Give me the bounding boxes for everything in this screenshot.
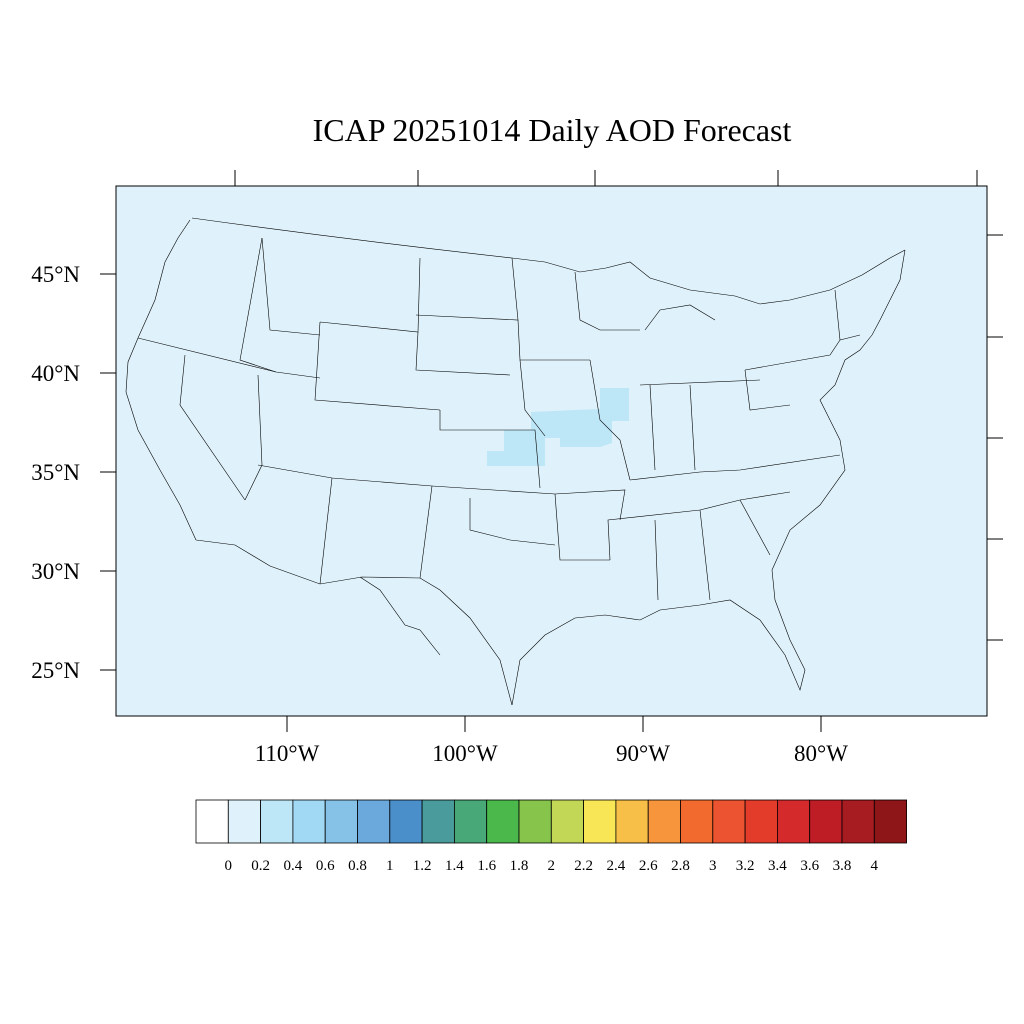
colorbar-label: 1 bbox=[386, 858, 394, 874]
colorbar-swatch bbox=[647, 799, 681, 844]
colorbar-swatch bbox=[357, 799, 391, 844]
colorbar-swatch bbox=[324, 799, 358, 844]
colorbar-label: 3 bbox=[709, 858, 717, 874]
bottom-ticks bbox=[286, 716, 822, 732]
colorbar-label: 1.6 bbox=[477, 858, 496, 874]
colorbar-label: 3.4 bbox=[768, 858, 787, 874]
colorbar-label: 2.8 bbox=[671, 858, 690, 874]
colorbar-label: 0 bbox=[225, 858, 233, 874]
colorbar-swatch bbox=[583, 799, 617, 844]
colorbar-label: 3.6 bbox=[800, 858, 819, 874]
colorbar-label: 2 bbox=[548, 858, 556, 874]
aod-plume-region bbox=[487, 388, 629, 466]
colorbar-swatch bbox=[550, 799, 584, 844]
colorbar-label: 3.2 bbox=[736, 858, 755, 874]
colorbar-swatch bbox=[227, 799, 262, 844]
map-panel: 45°N 40°N 35°N 30°N 25°N 110°W 100°W 90°… bbox=[31, 170, 1003, 766]
colorbar-label: 4 bbox=[871, 858, 879, 874]
mexico-border bbox=[195, 539, 513, 706]
lon-label-100w: 100°W bbox=[432, 741, 498, 766]
colorbar-label: 3.8 bbox=[833, 858, 852, 874]
colorbar-swatch bbox=[873, 799, 907, 844]
colorbar-swatch bbox=[453, 799, 488, 844]
pacific-coast bbox=[125, 219, 197, 541]
atlantic-coast bbox=[771, 249, 906, 571]
map-title: ICAP 20251014 Daily AOD Forecast bbox=[313, 112, 792, 148]
map-frame bbox=[115, 185, 988, 717]
colorbar-label: 0.8 bbox=[348, 858, 367, 874]
colorbar-swatch bbox=[195, 799, 229, 844]
colorbar-swatch bbox=[777, 799, 811, 844]
colorbar: 0 0.2 0.4 0.6 0.8 1 1.2 1.4 1.6 1.8 2 2.2 2.4 2.6 2.8 3… bbox=[195, 799, 907, 874]
colorbar-swatch bbox=[615, 799, 649, 844]
colorbar-swatch bbox=[292, 799, 326, 844]
lat-label-25n: 25°N bbox=[31, 658, 80, 683]
colorbar-label: 0.2 bbox=[251, 858, 270, 874]
left-ticks bbox=[100, 273, 116, 671]
colorbar-label: 1.4 bbox=[445, 858, 464, 874]
lat-label-45n: 45°N bbox=[31, 262, 80, 287]
lat-label-40n: 40°N bbox=[31, 361, 80, 386]
lat-label-30n: 30°N bbox=[31, 559, 80, 584]
lon-label-110w: 110°W bbox=[255, 741, 320, 766]
colorbar-swatch bbox=[518, 799, 552, 844]
top-ticks bbox=[234, 170, 978, 186]
lon-label-80w: 80°W bbox=[794, 741, 848, 766]
lon-label-90w: 90°W bbox=[616, 741, 670, 766]
lat-label-35n: 35°N bbox=[31, 460, 80, 485]
colorbar-swatch bbox=[744, 799, 778, 844]
canada-border bbox=[191, 217, 906, 305]
colorbar-swatch bbox=[421, 799, 455, 844]
right-ticks bbox=[987, 234, 1003, 641]
gulf-coast bbox=[511, 569, 806, 706]
colorbar-label: 1.8 bbox=[510, 858, 529, 874]
colorbar-label: 0.6 bbox=[316, 858, 335, 874]
colorbar-label: 2.2 bbox=[574, 858, 593, 874]
colorbar-label: 2.4 bbox=[607, 858, 626, 874]
colorbar-swatch bbox=[841, 799, 875, 844]
colorbar-label: 0.4 bbox=[284, 858, 303, 874]
map-background bbox=[116, 186, 987, 716]
colorbar-swatch bbox=[712, 799, 746, 844]
colorbar-swatch bbox=[809, 799, 843, 844]
colorbar-swatch bbox=[260, 799, 294, 844]
colorbar-swatch bbox=[389, 799, 423, 844]
colorbar-label: 2.6 bbox=[639, 858, 658, 874]
state-boundaries bbox=[125, 217, 906, 706]
colorbar-swatch bbox=[680, 799, 714, 844]
colorbar-label: 1.2 bbox=[413, 858, 432, 874]
colorbar-swatch bbox=[486, 799, 520, 844]
